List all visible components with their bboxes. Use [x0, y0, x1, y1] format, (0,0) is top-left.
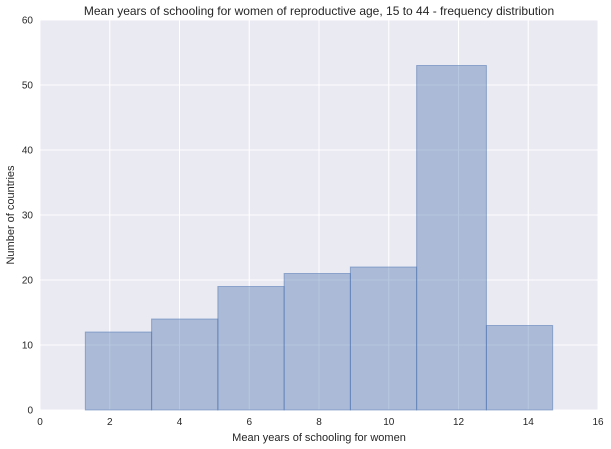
- bars: [84, 65, 554, 411]
- x-tick-label: 6: [246, 417, 252, 428]
- x-tick-label: 2: [107, 417, 113, 428]
- histogram-bar: [416, 65, 487, 411]
- x-tick-label: 14: [523, 417, 535, 428]
- y-axis-ticks: 0 10 20 30 40 50 60: [22, 16, 34, 417]
- y-axis-label: Number of countries: [5, 165, 17, 265]
- histogram-bar: [485, 325, 554, 411]
- x-tick-label: 0: [37, 417, 43, 428]
- y-tick-label: 40: [22, 146, 34, 157]
- x-axis-label: Mean years of schooling for women: [232, 432, 406, 444]
- x-tick-label: 16: [592, 417, 604, 428]
- x-tick-label: 8: [316, 417, 322, 428]
- y-tick-label: 0: [27, 406, 33, 417]
- x-tick-label: 10: [383, 417, 395, 428]
- histogram-bar: [217, 286, 285, 411]
- x-axis-ticks: 0 2 4 6 8 10 12 14 16: [37, 417, 604, 428]
- y-tick-label: 20: [22, 276, 34, 287]
- y-tick-label: 10: [22, 341, 34, 352]
- histogram-bar: [349, 266, 418, 411]
- histogram-bar: [84, 331, 153, 411]
- chart-title: Mean years of schooling for women of rep…: [84, 4, 554, 18]
- y-tick-label: 30: [22, 211, 34, 222]
- x-tick-label: 4: [177, 417, 183, 428]
- y-tick-label: 50: [22, 81, 34, 92]
- x-tick-label: 12: [453, 417, 465, 428]
- y-tick-label: 60: [22, 16, 34, 27]
- histogram-bar: [151, 318, 219, 411]
- histogram-bar: [283, 273, 351, 411]
